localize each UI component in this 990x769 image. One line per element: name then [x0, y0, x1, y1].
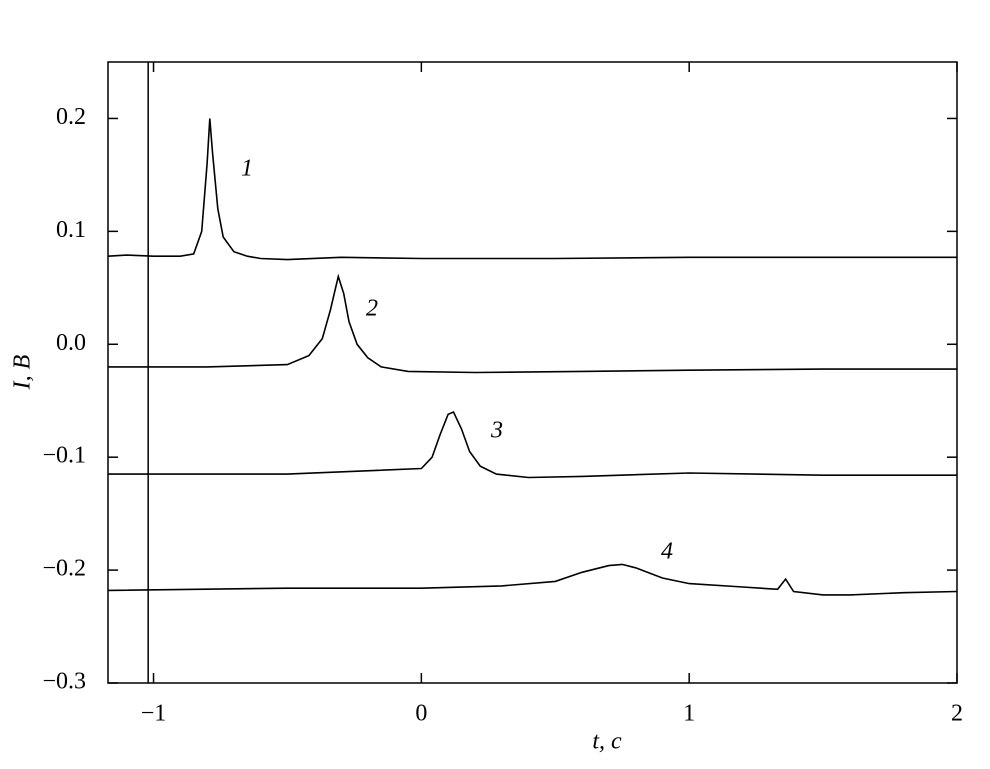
trace-line [108, 410, 957, 479]
y-tick-label: −0.3 [42, 669, 86, 695]
trace-line [107, 563, 958, 596]
trace-label: 4 [661, 539, 673, 565]
y-tick-label: 0.2 [56, 104, 86, 130]
x-tick-label: 0 [415, 701, 427, 727]
y-tick-label: −0.1 [42, 443, 86, 469]
trace-label: 2 [366, 296, 378, 322]
y-axis-label: I, B [10, 354, 36, 390]
trace-line [108, 273, 957, 374]
x-axis-label: t, c [592, 729, 622, 755]
y-tick-label: 0.0 [56, 330, 86, 356]
y-tick-label: 0.1 [56, 217, 86, 243]
trace-label: 3 [490, 418, 503, 444]
plot-frame [107, 61, 958, 684]
x-tick-label: 1 [683, 701, 695, 727]
x-tick-label: −1 [141, 701, 167, 727]
trace-line [107, 118, 957, 261]
y-tick-label: −0.2 [42, 556, 86, 582]
x-tick-label: 2 [951, 701, 963, 727]
trace-label: 1 [241, 156, 253, 182]
